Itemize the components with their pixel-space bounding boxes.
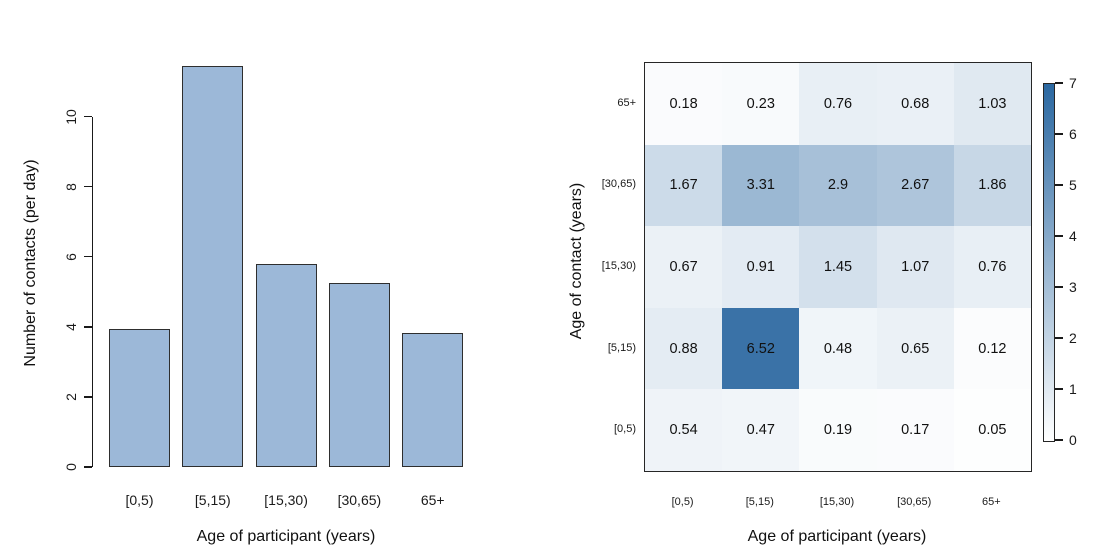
x-axis-category-label: [30,65)	[897, 496, 932, 508]
y-axis-tick	[84, 256, 92, 258]
heatmap-cell: 0.54	[645, 389, 723, 471]
heatmap-cell: 0.23	[722, 63, 800, 145]
y-axis-category-label: 65+	[617, 96, 636, 109]
x-axis-category-label: 65+	[982, 496, 1001, 508]
x-axis-category-label: 65+	[420, 492, 445, 508]
heatmap-panel: Age of contact (years) Age of participan…	[550, 0, 1100, 550]
heatmap-cell: 0.65	[876, 307, 954, 390]
y-axis-category-label: [15,30)	[601, 260, 636, 272]
x-axis-category-label: [15,30)	[819, 496, 855, 508]
heatmap-cell: 1.07	[876, 226, 954, 308]
x-axis-category-label: [5,15)	[745, 496, 774, 508]
y-axis-tick-label: 2	[63, 393, 79, 401]
heatmap-cell: 0.05	[953, 389, 1031, 471]
heatmap-cell: 2.67	[876, 144, 954, 227]
y-axis-tick-label: 10	[63, 108, 79, 125]
colorbar-tick	[1055, 286, 1063, 288]
y-axis-tick	[84, 116, 92, 118]
heatmap-cell: 1.86	[953, 144, 1031, 227]
bar	[255, 264, 317, 467]
colorbar-tick	[1055, 337, 1063, 339]
y-axis-tick-label: 6	[63, 252, 79, 261]
x-axis-category-label: [5,15)	[194, 492, 231, 508]
y-axis-tick	[84, 396, 92, 398]
heatmap-cell: 0.47	[722, 389, 800, 471]
heatmap-cell: 1.03	[953, 63, 1031, 145]
heatmap-cell: 0.91	[722, 226, 800, 308]
bar-chart-panel: Number of contacts (per day) Age of part…	[22, 66, 464, 545]
bar	[109, 328, 170, 467]
colorbar-tick-label: 4	[1069, 228, 1077, 244]
heatmap-cell: 0.12	[953, 307, 1031, 390]
y-axis-tick	[84, 186, 92, 188]
heatmap-x-axis-title: Age of participant (years)	[747, 528, 927, 545]
colorbar-tick-label: 6	[1069, 126, 1077, 142]
heatmap-cell: 0.17	[876, 389, 954, 471]
colorbar-tick	[1055, 235, 1063, 237]
x-axis-category-label: [0,5)	[125, 492, 154, 508]
y-axis-tick-label: 8	[63, 182, 79, 191]
y-axis-line	[92, 116, 94, 467]
heatmap-cell: 0.18	[645, 63, 723, 145]
colorbar-tick-label: 1	[1069, 381, 1077, 397]
x-axis-category-label: [15,30)	[264, 492, 308, 508]
heatmap-cell: 0.48	[799, 307, 877, 390]
y-axis-category-label: [0,5)	[613, 423, 636, 436]
heatmap-cell: 6.52	[722, 307, 800, 390]
colorbar-gradient	[1043, 83, 1055, 442]
bar-chart-x-axis-title: Age of participant (years)	[196, 528, 376, 545]
heatmap-cell: 2.9	[799, 144, 877, 227]
bar	[402, 333, 464, 467]
y-axis-tick	[84, 326, 92, 328]
heatmap-cell: 3.31	[722, 144, 800, 227]
heatmap-cell: 0.19	[799, 389, 877, 471]
x-axis-category-label: [0,5)	[671, 496, 694, 508]
heatmap-cell: 0.67	[645, 226, 723, 308]
heatmap-cell: 1.45	[799, 226, 877, 308]
heatmap-cell: 0.88	[645, 307, 723, 390]
heatmap-cell: 1.67	[645, 144, 723, 227]
y-axis-category-label: [30,65)	[601, 178, 636, 191]
colorbar-tick	[1055, 82, 1063, 84]
colorbar-tick	[1055, 439, 1063, 441]
colorbar-tick-label: 2	[1069, 330, 1077, 346]
y-axis-tick-label: 4	[63, 322, 79, 331]
colorbar-tick	[1055, 133, 1063, 135]
x-axis-category-label: [30,65)	[337, 492, 382, 508]
colorbar-tick	[1055, 184, 1063, 186]
heatmap-cell: 0.76	[799, 63, 877, 145]
bar-chart-y-axis-title: Number of contacts (per day)	[22, 159, 39, 367]
heatmap-cell: 0.76	[953, 226, 1031, 308]
colorbar-tick-label: 5	[1069, 177, 1077, 193]
colorbar-tick-label: 3	[1069, 279, 1077, 295]
colorbar-tick-label: 7	[1069, 75, 1077, 91]
colorbar-tick	[1055, 388, 1063, 390]
y-axis-tick	[84, 466, 92, 468]
heatmap-box	[644, 62, 1032, 472]
heatmap-cell: 0.68	[876, 63, 954, 145]
y-axis-tick-label: 0	[63, 463, 79, 471]
colorbar-tick-label: 0	[1069, 432, 1077, 448]
bar	[182, 66, 244, 467]
y-axis-category-label: [5,15)	[607, 341, 636, 354]
bar	[328, 283, 390, 467]
